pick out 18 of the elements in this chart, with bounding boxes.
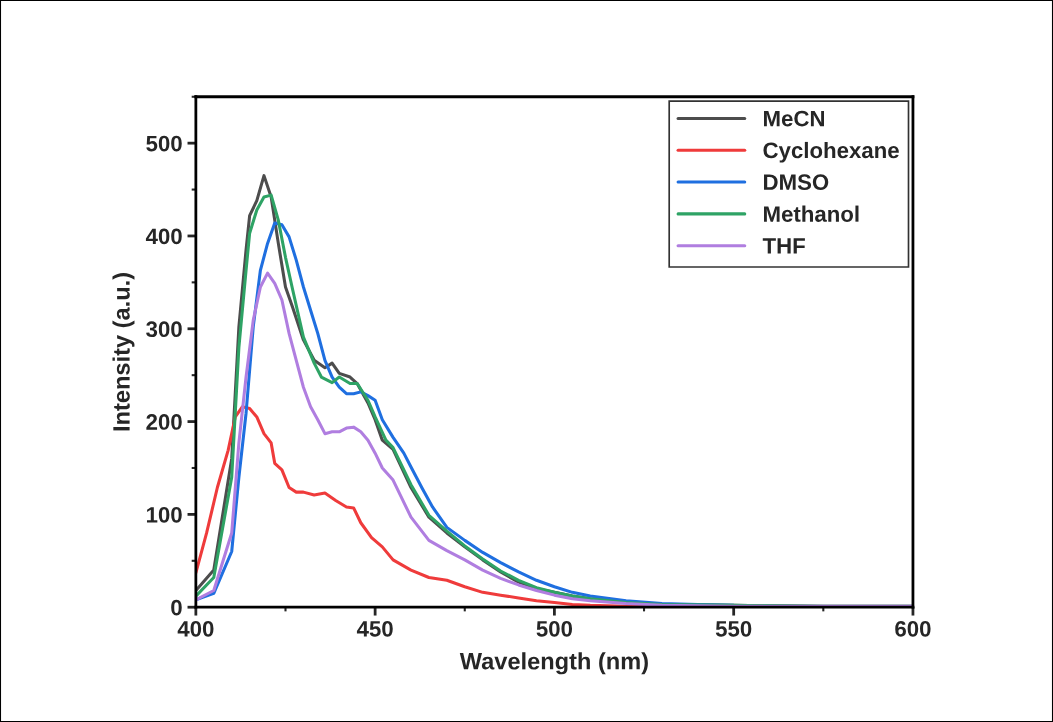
y-tick-label: 0	[171, 599, 182, 616]
x-axis-title: Wavelength (nm)	[459, 652, 648, 675]
y-tick-label: 400	[145, 228, 182, 245]
x-tick-label: 500	[536, 620, 573, 637]
x-tick-label: 400	[177, 620, 214, 637]
y-tick-label: 500	[146, 135, 182, 152]
y-tick-label: 100	[146, 506, 182, 523]
legend-label: Cyclohexane	[763, 141, 899, 163]
x-tick-label: 550	[715, 620, 752, 637]
y-axis-title: Intensity (a.u.)	[112, 273, 135, 431]
legend-label: DMSO	[764, 174, 829, 191]
y-tick-label: 300	[146, 321, 182, 338]
legend-label: MeCN	[764, 110, 824, 127]
x-tick-label: 600	[895, 620, 931, 637]
y-tick-label: 200	[146, 414, 182, 430]
x-tick-label: 450	[356, 620, 393, 637]
legend-label: Methanol	[764, 205, 859, 222]
legend-label: THF	[762, 238, 805, 254]
